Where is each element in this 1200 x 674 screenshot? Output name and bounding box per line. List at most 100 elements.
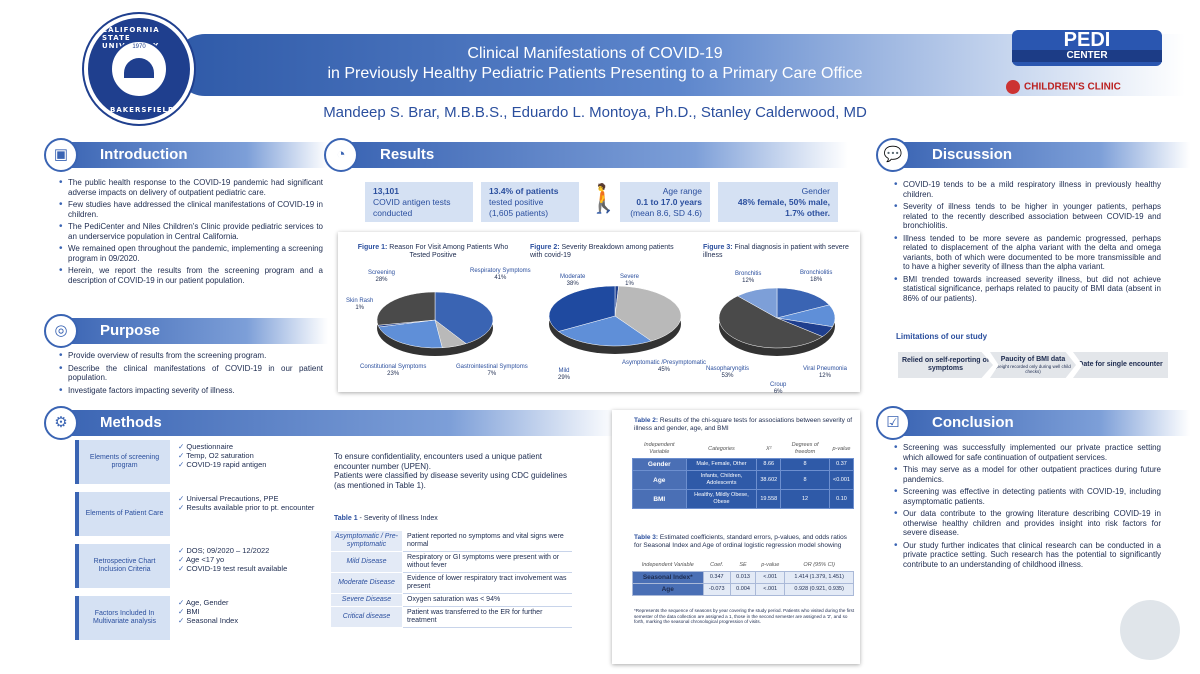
introduction-heading: Introduction: [58, 142, 328, 168]
methods-row: Elements of Patient Care Universal Precau…: [75, 492, 325, 536]
f2-label-moderate: Moderate 38%: [560, 274, 586, 287]
table-row: BMI Healthy, Mildly Obese, Obese 19.558 12 0…: [632, 489, 855, 509]
table2-caption: Table 2: Results of the chi-square tests…: [634, 417, 853, 432]
figure3-caption: Figure 3: Final diagnosis in patient wit…: [703, 244, 849, 259]
discussion-item: BMI trended towards increased severity i…: [893, 275, 1161, 304]
table-row: Critical disease Patient was transferred …: [330, 606, 572, 628]
table-cell: Patient reported no symptoms and vital s…: [402, 530, 572, 552]
table-header-cell: p-value: [832, 445, 851, 452]
conclusion-item: Screening was effective in detecting pat…: [893, 487, 1161, 506]
f3-label-bronchitis: Bronchitis 12%: [735, 271, 762, 284]
methods-row-item: Seasonal Index: [178, 616, 238, 625]
table-cell: -0.073: [702, 583, 731, 596]
stat-age: Age range 0.1 to 17.0 years (mean 8.6, SD …: [620, 182, 710, 222]
intro-item: Few studies have addressed the clinical …: [58, 200, 323, 219]
pie-chart-icon: ◔: [324, 138, 358, 172]
table-cell: 0.013: [729, 571, 757, 584]
intro-item: The public health response to the COVID-…: [58, 178, 323, 197]
methods-row-label: Factors Included In Multivariate analysi…: [75, 596, 170, 640]
table-cell: 12: [780, 489, 830, 509]
limitations-title: Limitations of our study: [896, 332, 988, 341]
table-cell: Respiratory or GI symptoms were present …: [402, 551, 572, 573]
university-seal-logo: CALIFORNIA STATE UNIVERSITY 1970 BAKERSF…: [84, 14, 194, 124]
table-row: Gender Male, Female, Other 8.66 8 0.37: [632, 458, 855, 471]
stat-positive: 13.4% of patients tested positive (1,605 p…: [481, 182, 579, 222]
methods-text: To ensure confidentiality, encounters us…: [334, 452, 574, 490]
pie-slice: [737, 287, 778, 319]
purpose-item: Describe the clinical manifestations of …: [58, 364, 323, 383]
pie-slice: [376, 291, 436, 326]
table-row: Age -0.073 0.004 <.001 0.928 (0.921, 0.935): [632, 583, 854, 596]
chat-bubble-icon: 💬: [876, 138, 910, 172]
table-cell: <0.001: [828, 470, 855, 490]
table-header-cell: Independent Variable: [641, 562, 694, 568]
limitation-1: Relied on self-reporting of symptoms: [898, 352, 993, 378]
table-cell: <.001: [755, 571, 786, 584]
methods-row-label: Elements of screening program: [75, 440, 170, 484]
intro-item: We remained open throughout the pandemic…: [58, 244, 323, 263]
table-row: Seasonal Index* 0.347 0.013 <.001 1.414 (1.3…: [632, 571, 854, 584]
chi-square-table: Independent Variable Categories X² Degrees …: [632, 440, 855, 509]
gear-icon: ⚙: [44, 406, 78, 440]
methods-text-1: To ensure confidentiality, encounters us…: [334, 452, 542, 471]
table-cell: Mild Disease: [330, 551, 403, 573]
conclusion-heading: Conclusion: [890, 410, 1190, 436]
methods-row-item: COVID-19 rapid antigen: [178, 460, 266, 469]
table-cell: Evidence of lower respiratory tract invo…: [402, 572, 572, 594]
table-cell: Moderate Disease: [330, 572, 403, 594]
table-cell: Age: [632, 583, 704, 596]
methods-row: Factors Included In Multivariate analysi…: [75, 596, 325, 640]
seal-year: 1970: [132, 44, 146, 50]
methods-row-item: Results available prior to pt. encounter: [178, 503, 314, 512]
methods-row: Elements of screening program Questionnai…: [75, 440, 325, 484]
f2-label-asymptomatic: Asymptomatic /Presymptomatic 45%: [622, 360, 707, 373]
figure2-caption: Figure 2: Severity Breakdown among patie…: [530, 244, 674, 259]
tables-panel: [612, 410, 860, 664]
table-cell: 0.37: [828, 458, 855, 471]
stat-gender: Gender 48% female, 50% male, 1.7% other.: [718, 182, 838, 222]
table-cell: 38.602: [756, 470, 782, 490]
figure1-caption: Figure 1: Reason For Visit Among Patient…: [357, 244, 509, 259]
conclusion-item: Our data contribute to the growing liter…: [893, 509, 1161, 538]
table-cell: Patient was transferred to the ER for fu…: [402, 606, 572, 628]
table3-note: *Represents the sequence of seasons by y…: [634, 608, 855, 624]
f3-label-nasopharyngitis: Nasopharyngitis 53%: [706, 366, 750, 379]
figure2-pie: [548, 285, 682, 354]
pedicenter-logo: PEDI CENTER: [1012, 30, 1162, 66]
table-header-cell: Independent Variable: [643, 442, 675, 455]
seal-bottom-text: BAKERSFIELD: [110, 106, 175, 114]
poster-authors: Mandeep S. Brar, M.B.B.S., Eduardo L. Mo…: [323, 104, 867, 121]
intro-item: Herein, we report the results from the s…: [58, 266, 323, 285]
f3-label-bronchiolitis: Bronchiolitis 18%: [800, 270, 833, 283]
methods-row-label: Retrospective Chart Inclusion Criteria: [75, 544, 170, 588]
discussion-item: COVID-19 tends to be a mild respiratory …: [893, 180, 1161, 199]
table-header-cell: SE: [739, 562, 747, 568]
table-cell: Critical disease: [330, 606, 403, 628]
figure1-pie: [376, 291, 494, 356]
methods-row-item: Universal Precautions, PPE: [178, 494, 314, 503]
f1-label-respiratory: Respiratory Symptoms 41%: [470, 268, 531, 281]
purpose-item: Provide overview of results from the scr…: [58, 351, 323, 361]
results-heading: Results: [338, 142, 848, 168]
table-header-cell: p-value: [761, 562, 780, 568]
severity-table: Asymptomatic / Pre-symptomatic Patient re…: [330, 530, 572, 628]
poster-title: Clinical Manifestations of COVID-19 in Pr…: [327, 45, 863, 82]
table-cell: 1.414 (1.379, 1.451): [784, 571, 854, 584]
introduction-list: The public health response to the COVID-…: [58, 178, 323, 288]
table-cell: 19.558: [756, 489, 782, 509]
table-cell: 0.10: [828, 489, 855, 509]
table-cell: Gender: [632, 458, 687, 471]
table-cell: Oxygen saturation was < 94%: [402, 593, 572, 607]
discussion-heading: Discussion: [890, 142, 1190, 168]
table-cell: 0.004: [729, 583, 757, 596]
methods-row-label: Elements of Patient Care: [75, 492, 170, 536]
conclusion-item: This may serve as a model for other outp…: [893, 465, 1161, 484]
table-cell: 8: [780, 470, 830, 490]
table-cell: <.001: [755, 583, 786, 596]
niles-clinic-logo: CHILDREN'S CLINIC: [1006, 80, 1121, 94]
table-cell: Male, Female, Other: [685, 458, 758, 471]
target-icon: ◎: [44, 314, 78, 348]
table-cell: Severe Disease: [330, 593, 403, 607]
table-header-cell: X²: [766, 445, 772, 452]
table-cell: Age: [632, 470, 687, 490]
